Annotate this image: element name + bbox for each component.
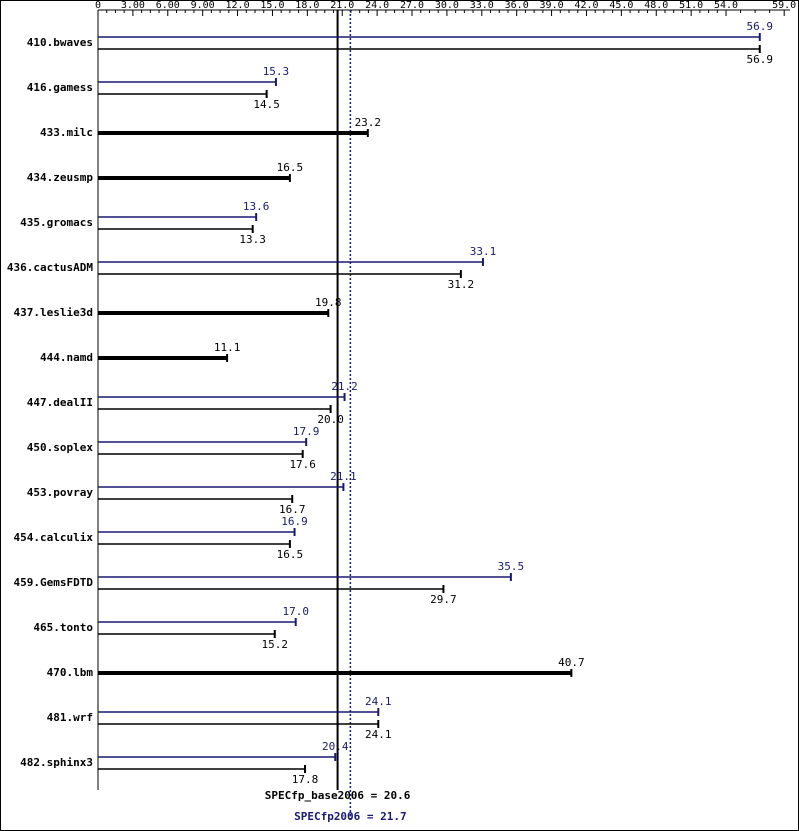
value-label: 19.8 xyxy=(315,296,342,309)
x-tick-label: 0 xyxy=(95,0,101,11)
value-label: 21.2 xyxy=(331,380,358,393)
value-label: 23.2 xyxy=(355,116,382,129)
category-label: 434.zeusmp xyxy=(27,171,94,184)
value-label: 31.2 xyxy=(448,278,475,291)
value-label: 24.1 xyxy=(365,728,392,741)
value-label: 20.0 xyxy=(317,413,344,426)
x-tick-label: 39.0 xyxy=(540,0,564,11)
reference-label: SPECfp_base2006 = 20.6 xyxy=(265,789,411,802)
category-label: 433.milc xyxy=(40,126,93,139)
value-label: 16.9 xyxy=(281,515,308,528)
value-label: 33.1 xyxy=(470,245,497,258)
x-tick-label: 21.0 xyxy=(330,0,354,11)
category-label: 482.sphinx3 xyxy=(20,756,93,769)
category-label: 459.GemsFDTD xyxy=(14,576,94,589)
x-tick-label: 24.0 xyxy=(365,0,389,11)
value-label: 35.5 xyxy=(498,560,525,573)
category-label: 481.wrf xyxy=(47,711,93,724)
value-label: 20.4 xyxy=(322,740,349,753)
reference-label: SPECfp2006 = 21.7 xyxy=(294,810,407,823)
value-label: 21.1 xyxy=(330,470,357,483)
category-label: 450.soplex xyxy=(27,441,94,454)
value-label: 17.8 xyxy=(292,773,319,786)
x-tick-label: 48.0 xyxy=(644,0,668,11)
value-label: 16.7 xyxy=(279,503,306,516)
x-tick-label: 42.0 xyxy=(574,0,598,11)
x-tick-label: 30.0 xyxy=(435,0,459,11)
x-tick-label: 51.0 xyxy=(679,0,703,11)
category-label: 416.gamess xyxy=(27,81,93,94)
value-label: 40.7 xyxy=(558,656,585,669)
value-label: 16.5 xyxy=(277,548,304,561)
x-tick-label: 27.0 xyxy=(400,0,424,11)
value-label: 16.5 xyxy=(277,161,304,174)
value-label: 56.9 xyxy=(747,20,774,33)
value-label: 15.3 xyxy=(263,65,290,78)
value-label: 17.9 xyxy=(293,425,320,438)
category-label: 436.cactusADM xyxy=(7,261,93,274)
x-tick-label: 33.0 xyxy=(470,0,494,11)
value-label: 56.9 xyxy=(747,53,774,66)
x-tick-label: 18.0 xyxy=(295,0,319,11)
x-tick-label: 15.0 xyxy=(260,0,284,11)
category-label: 444.namd xyxy=(40,351,93,364)
x-tick-label: 45.0 xyxy=(609,0,633,11)
category-label: 437.leslie3d xyxy=(14,306,93,319)
value-label: 24.1 xyxy=(365,695,392,708)
value-label: 29.7 xyxy=(430,593,457,606)
category-label: 447.dealII xyxy=(27,396,93,409)
x-tick-label: 54.0 xyxy=(714,0,738,11)
value-label: 13.3 xyxy=(239,233,266,246)
category-label: 465.tonto xyxy=(33,621,93,634)
value-label: 13.6 xyxy=(243,200,270,213)
value-label: 17.0 xyxy=(282,605,309,618)
x-tick-label: 6.00 xyxy=(156,0,180,11)
x-tick-label: 36.0 xyxy=(505,0,529,11)
value-label: 17.6 xyxy=(289,458,316,471)
category-label: 410.bwaves xyxy=(27,36,93,49)
category-label: 453.povray xyxy=(27,486,94,499)
x-tick-label: 3.00 xyxy=(121,0,145,11)
value-label: 15.2 xyxy=(262,638,289,651)
value-label: 14.5 xyxy=(253,98,280,111)
x-tick-label: 12.0 xyxy=(226,0,250,11)
category-label: 454.calculix xyxy=(14,531,94,544)
x-tick-label: 59.0 xyxy=(772,0,796,11)
x-tick-label: 9.00 xyxy=(191,0,215,11)
category-label: 435.gromacs xyxy=(20,216,93,229)
category-label: 470.lbm xyxy=(47,666,94,679)
value-label: 11.1 xyxy=(214,341,241,354)
